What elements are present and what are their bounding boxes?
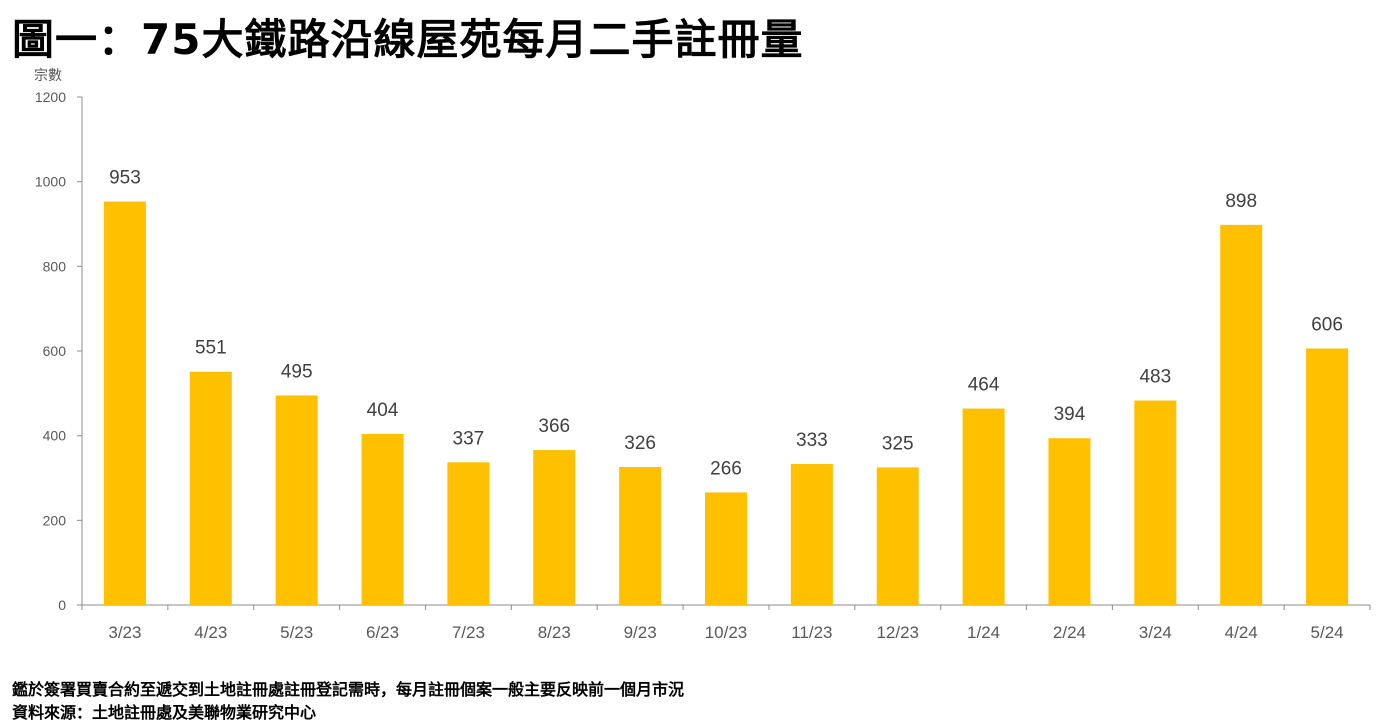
bar	[103, 201, 146, 605]
x-tick-label: 5/23	[280, 623, 313, 642]
y-axis-label: 宗數	[34, 67, 62, 83]
bar	[1134, 400, 1177, 605]
y-tick-label: 0	[58, 597, 66, 613]
data-labels: 953 551 495 404 337 366 326 266 333 325 464 394 483 8…	[109, 168, 1343, 480]
x-tick-label: 5/24	[1311, 623, 1344, 642]
data-label: 337	[453, 428, 485, 449]
data-label: 483	[1139, 367, 1171, 388]
x-axis: 3/23 4/23 5/23 6/23 7/23 8/23 9/23 10/23 11/23 12…	[81, 604, 1371, 642]
x-tick-label: 3/23	[108, 623, 141, 642]
data-label: 953	[109, 168, 141, 189]
bar	[275, 395, 318, 605]
data-label: 333	[796, 430, 828, 451]
y-tick-label: 1200	[35, 89, 66, 105]
y-tick-label: 600	[43, 343, 67, 359]
bar	[1048, 438, 1091, 605]
bar	[189, 371, 232, 605]
bar	[1306, 348, 1349, 605]
x-tick-label: 12/23	[876, 623, 919, 642]
x-tick-label: 11/23	[791, 623, 832, 642]
footnote-note: 鑑於簽署買賣合約至遞交到土地註冊處註冊登記需時，每月註冊個案一般主要反映前一個月…	[12, 680, 685, 699]
bar	[447, 462, 490, 605]
page-title: 圖一：75大鐵路沿線屋苑每月二手註冊量	[12, 15, 804, 64]
data-label: 366	[538, 416, 570, 437]
bar	[361, 433, 404, 605]
data-label: 551	[195, 338, 227, 359]
x-tick-label: 4/24	[1225, 623, 1258, 642]
data-label: 394	[1054, 404, 1086, 425]
bar	[533, 450, 576, 605]
y-tick-label: 1000	[35, 174, 66, 190]
x-tick-label: 10/23	[705, 623, 748, 642]
footnote-source: 資料來源：土地註冊處及美聯物業研究中心	[12, 703, 317, 722]
data-label: 606	[1311, 314, 1343, 335]
data-label: 404	[367, 400, 399, 421]
data-label: 266	[710, 458, 742, 479]
bar	[1220, 224, 1263, 605]
x-tick-label: 2/24	[1053, 623, 1086, 642]
x-tick-label: 1/24	[967, 623, 1000, 642]
data-label: 898	[1225, 191, 1257, 212]
x-tick-label: 3/24	[1139, 623, 1172, 642]
bar	[705, 492, 747, 605]
y-tick-label: 200	[43, 512, 67, 528]
data-label: 495	[281, 361, 313, 382]
bar	[962, 408, 1005, 605]
data-label: 325	[882, 433, 914, 454]
bar	[790, 464, 833, 605]
data-label: 464	[968, 375, 1000, 396]
data-label: 326	[624, 433, 656, 454]
y-tick-label: 800	[43, 258, 67, 274]
x-tick-label: 9/23	[624, 623, 657, 642]
bars	[103, 201, 1349, 605]
x-tick-label: 7/23	[452, 623, 485, 642]
x-tick-label: 4/23	[194, 623, 227, 642]
x-tick-label: 8/23	[538, 623, 571, 642]
bar	[876, 467, 919, 605]
y-tick-label: 400	[43, 428, 67, 444]
y-axis: 0 200 400 600 800 1000 1200	[35, 89, 83, 613]
bar	[619, 466, 662, 605]
x-tick-label: 6/23	[366, 623, 399, 642]
